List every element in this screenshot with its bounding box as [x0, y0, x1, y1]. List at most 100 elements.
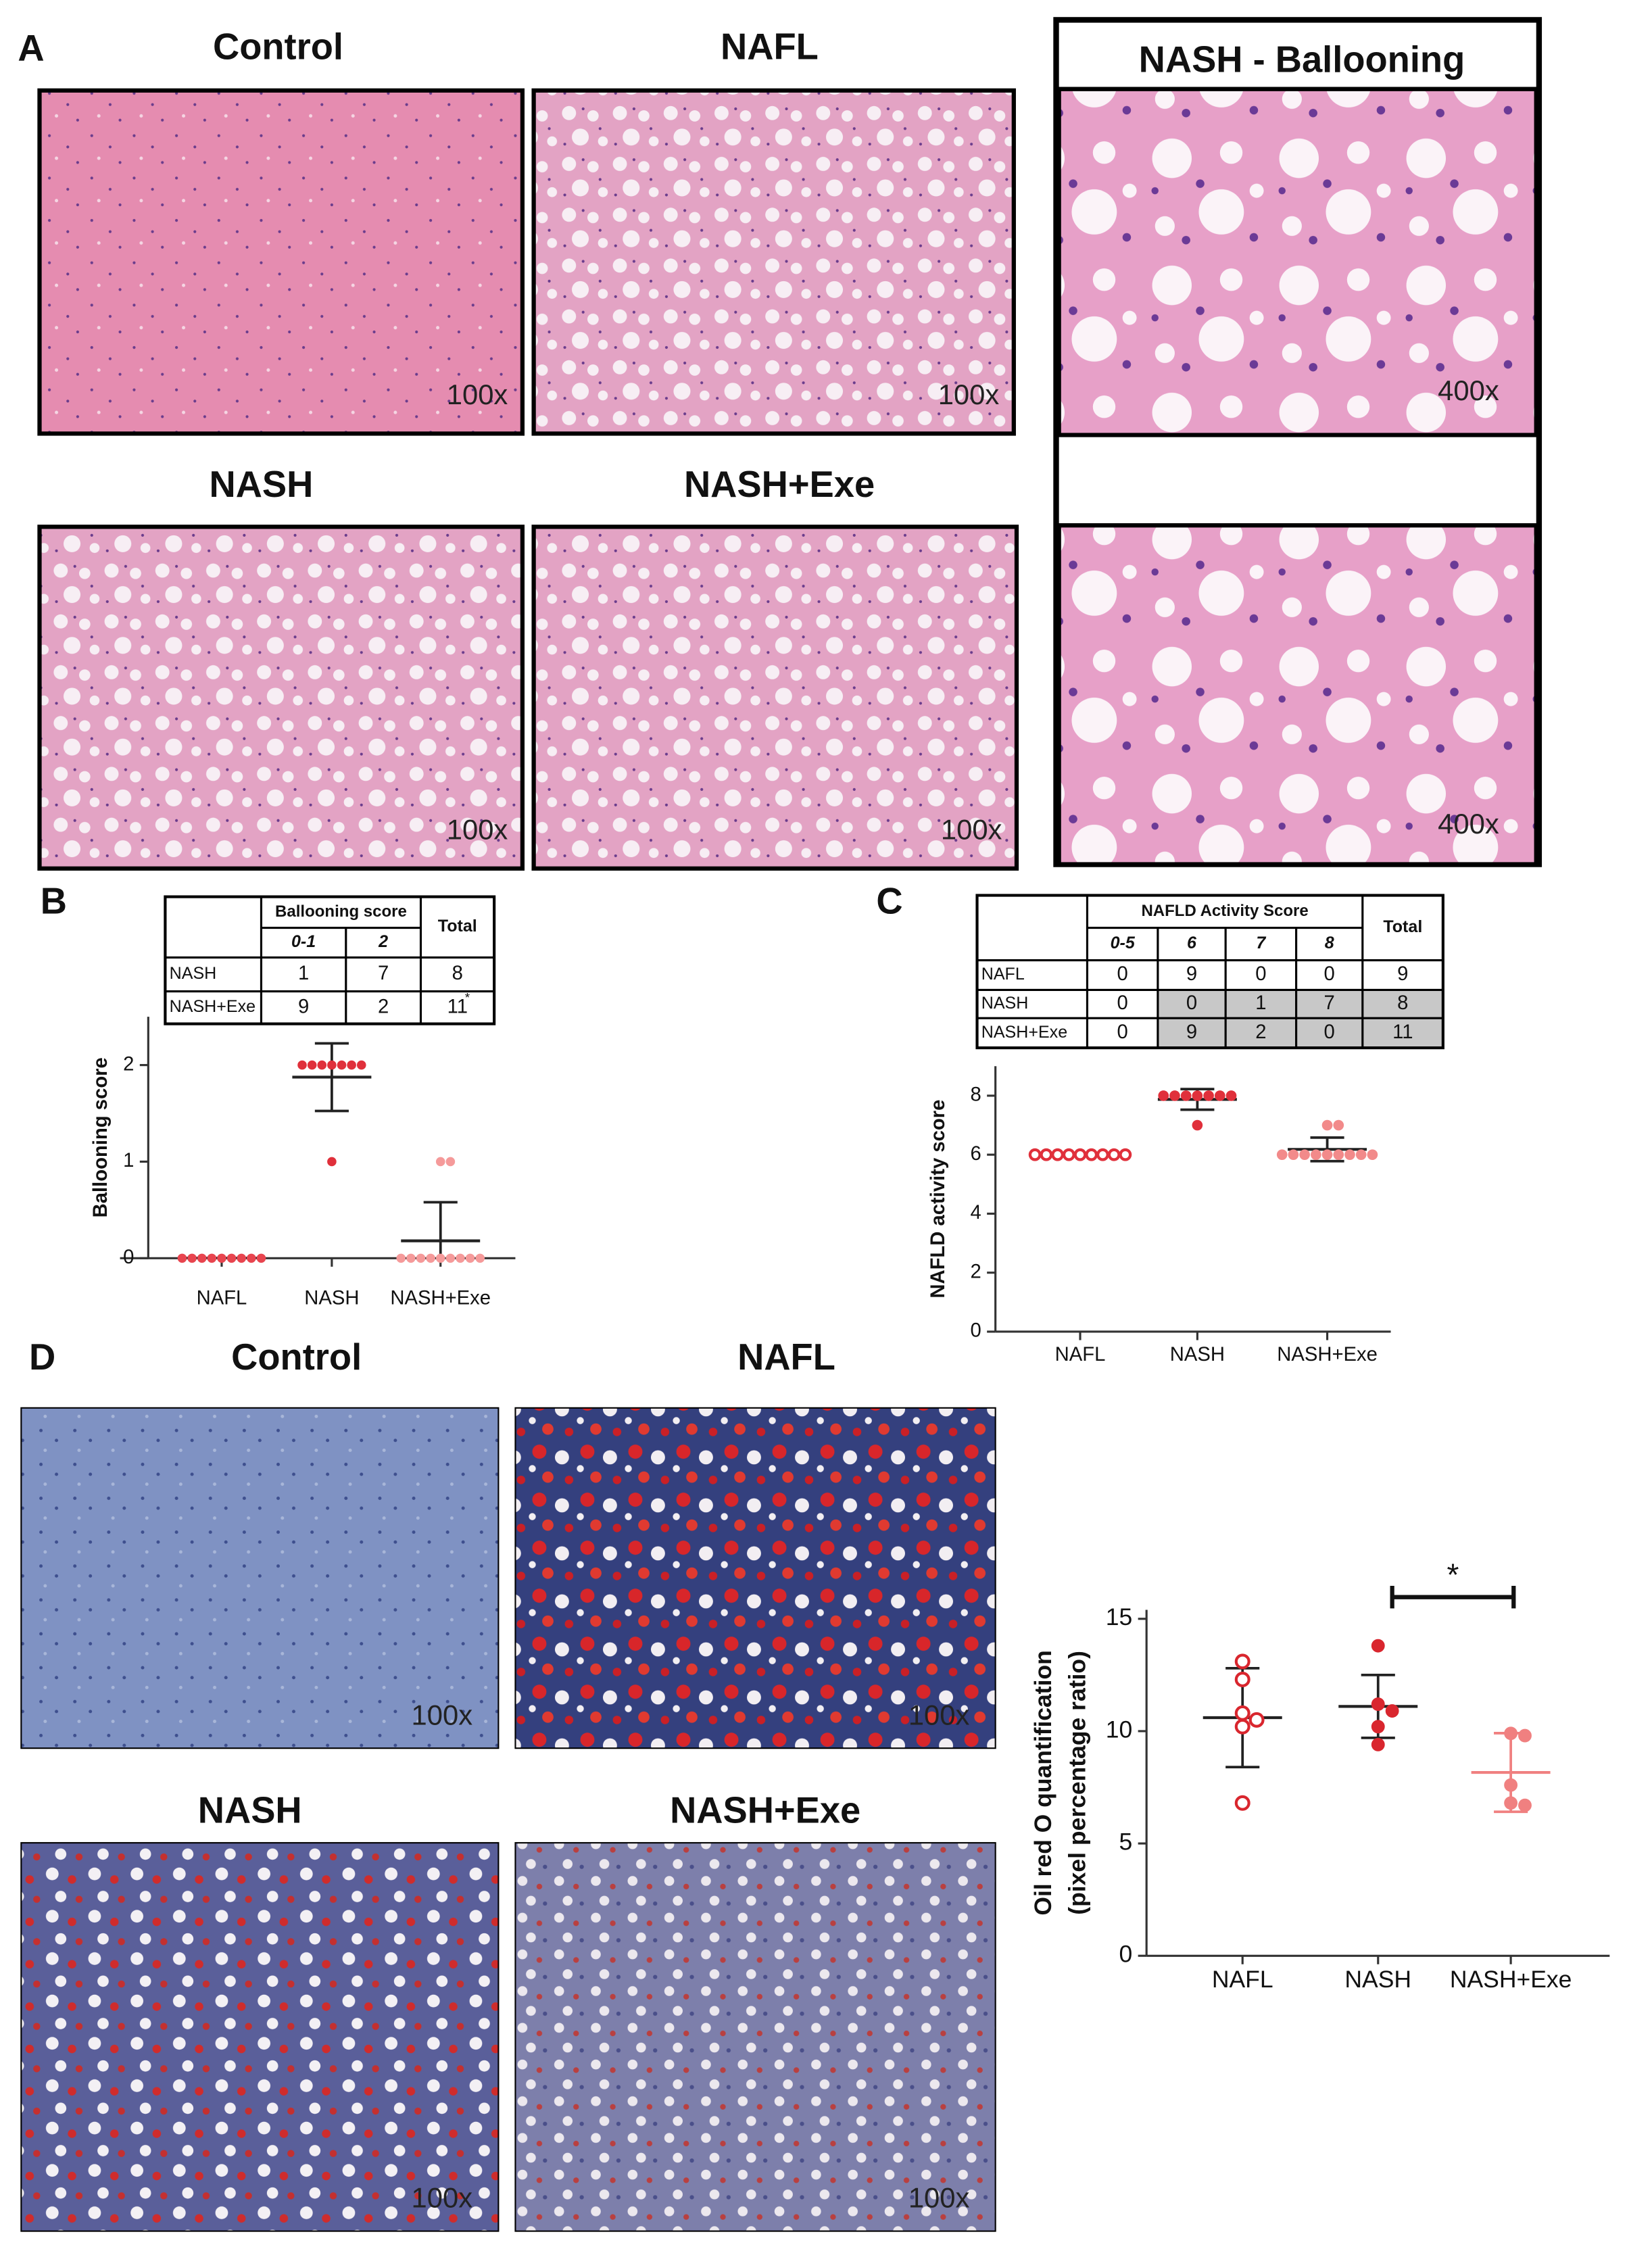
x-tick-label: NAFL: [1212, 1966, 1273, 1993]
error-bar: [423, 1201, 458, 1259]
chart: 0 5 10 15 Oil red O quantification (pixel per…: [1029, 1557, 1610, 1993]
y-tick-label: 8: [971, 1084, 981, 1106]
y-tick-label: 2: [971, 1261, 981, 1282]
y-tick-label: 6: [971, 1143, 981, 1165]
x-tick-label: NASH: [1170, 1344, 1225, 1365]
data-point: [1203, 1090, 1214, 1101]
data-point: [1518, 1798, 1532, 1812]
magnification: 100x: [447, 814, 508, 846]
data-point: [406, 1253, 416, 1263]
data-point: [247, 1253, 256, 1263]
data-point: [327, 1060, 337, 1070]
data-point: [1119, 1148, 1132, 1161]
data-point: [1321, 1149, 1333, 1161]
x-tick-label: NASH+Exe: [1277, 1344, 1378, 1365]
shaded-cell: [1296, 1018, 1363, 1048]
micrograph: [531, 525, 1019, 871]
error-bar: [314, 1042, 349, 1113]
table-cell: 2: [1255, 1021, 1266, 1043]
magnification: 100x: [447, 379, 508, 410]
data-point: [1107, 1148, 1121, 1161]
shaded-cell: [1157, 1018, 1226, 1048]
data-point: [1504, 1726, 1518, 1741]
row-label: NASH+Exe: [170, 997, 256, 1016]
micrograph: [20, 1407, 500, 1749]
table-cell: 11: [447, 996, 468, 1017]
image-title: NASH: [210, 464, 314, 505]
y-tick-label: 4: [971, 1202, 981, 1224]
data-point: [435, 1253, 445, 1263]
y-tick-label: 0: [123, 1246, 134, 1268]
shaded-cell: [1362, 990, 1443, 1019]
data-point: [1234, 1718, 1250, 1735]
table-cell: 1: [1255, 992, 1266, 1014]
data-point: [1333, 1149, 1344, 1161]
shaded-cell: [1362, 1018, 1443, 1048]
panel-label: B: [41, 880, 67, 921]
data-point: [1062, 1148, 1075, 1161]
data-point: [1276, 1149, 1288, 1161]
x-tick-label: NASH+Exe: [390, 1288, 491, 1309]
significance-bar: [1390, 1585, 1516, 1609]
table-cell: 1: [298, 963, 309, 984]
data-point: [445, 1253, 456, 1263]
table-header: Total: [1383, 917, 1422, 936]
table-cell: 0: [1324, 963, 1335, 985]
table-cell: 8: [1397, 992, 1408, 1014]
table-cell: 0: [1324, 1021, 1335, 1043]
shaded-cell: [1225, 1018, 1296, 1048]
table-cell: 7: [1324, 992, 1335, 1014]
data-point: [1321, 1119, 1333, 1131]
data-point: [297, 1060, 307, 1070]
micrograph: [1056, 523, 1538, 867]
shaded-cell: [1225, 990, 1296, 1019]
row-label: NASH+Exe: [981, 1023, 1067, 1042]
table-header: Total: [438, 917, 477, 936]
table-cell: 9: [1186, 963, 1197, 985]
magnification: 100x: [908, 2182, 970, 2214]
data-point: [1192, 1119, 1203, 1131]
data-point: [445, 1157, 456, 1167]
y-tick-label: 10: [1106, 1716, 1133, 1743]
y-axis-label: (pixel percentage ratio): [1063, 1651, 1090, 1915]
micrograph: [1056, 87, 1538, 437]
data-point: [426, 1253, 435, 1263]
data-point: [465, 1253, 475, 1263]
data-point: [356, 1060, 366, 1070]
magnification: 100x: [412, 2182, 473, 2214]
x-tick-label: NASH+Exe: [1450, 1966, 1572, 1993]
data-point: [1180, 1090, 1192, 1101]
data-point: [1311, 1149, 1321, 1161]
table-cell: 0: [1117, 963, 1128, 985]
data-point: [435, 1157, 445, 1167]
x-tick-label: NASH: [1344, 1966, 1411, 1993]
data-point: [1192, 1090, 1203, 1101]
data-point: [1028, 1148, 1042, 1161]
data-point: [217, 1253, 226, 1263]
table-cell: 0: [1117, 1021, 1128, 1043]
x-tick-label: NAFL: [1055, 1344, 1106, 1365]
table-border: [975, 894, 1444, 1050]
micrograph: [531, 88, 1016, 436]
row-label: NASH: [170, 964, 217, 983]
micrograph: [37, 525, 525, 871]
image-title: NASH - Ballooning: [1139, 39, 1465, 80]
data-point: [1234, 1653, 1250, 1670]
data-point: [1234, 1795, 1250, 1811]
micrograph: [514, 1407, 996, 1749]
table-cell: 9: [298, 996, 309, 1017]
panel-label: D: [29, 1336, 55, 1378]
chart: 0 1 2 Ballooning score NAFL NASH NASH+Exe: [90, 1017, 516, 1309]
footnote-mark: *: [465, 990, 470, 1005]
data-point: [1371, 1720, 1385, 1734]
plot: [182, 1042, 481, 1259]
data-point: [1344, 1149, 1355, 1161]
image-title: NASH+Exe: [670, 1790, 860, 1831]
data-point: [396, 1253, 406, 1263]
table-cell: 8: [452, 963, 463, 984]
y-axis-label: Oil red O quantification: [1029, 1650, 1056, 1916]
table-cell: 9: [1397, 963, 1408, 985]
table-cell: 0: [1117, 992, 1128, 1014]
magnification: 400x: [1438, 374, 1499, 406]
data-point: [1333, 1119, 1344, 1131]
